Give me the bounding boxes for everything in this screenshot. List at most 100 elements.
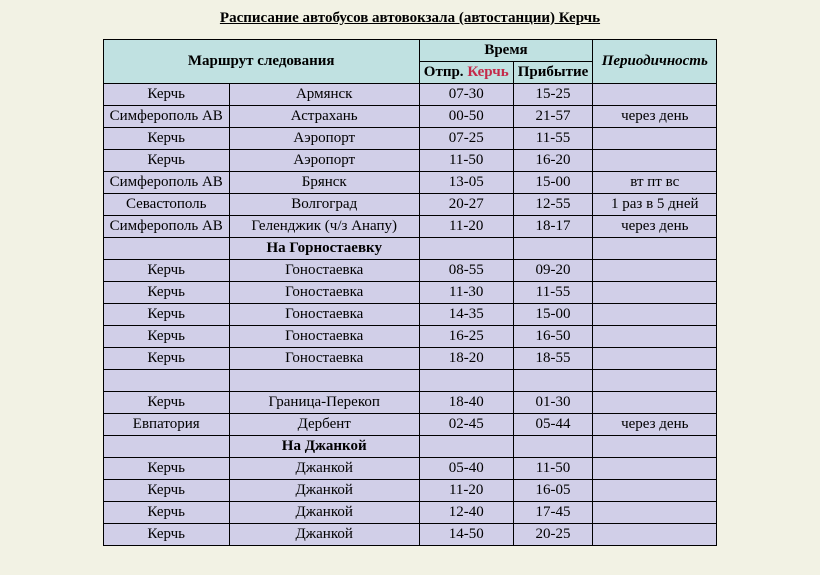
table-row: КерчьАрмянск07-3015-25 bbox=[103, 84, 717, 106]
table-row: КерчьГоностаевка18-2018-55 bbox=[103, 348, 717, 370]
cell-from: Керчь bbox=[103, 524, 229, 546]
cell-from: Симферополь АВ bbox=[103, 106, 229, 128]
cell-from: Евпатория bbox=[103, 414, 229, 436]
cell-to: Гоностаевка bbox=[229, 260, 419, 282]
cell-dep: 14-35 bbox=[419, 304, 513, 326]
cell-to: Джанкой bbox=[229, 524, 419, 546]
table-row: КерчьГоностаевка11-3011-55 bbox=[103, 282, 717, 304]
cell-from: Керчь bbox=[103, 150, 229, 172]
table-row: ЕвпаторияДербент02-4505-44через день bbox=[103, 414, 717, 436]
cell-from: Керчь bbox=[103, 458, 229, 480]
table-row: КерчьДжанкой12-4017-45 bbox=[103, 502, 717, 524]
cell-arr: 11-55 bbox=[513, 128, 593, 150]
cell-to: Гоностаевка bbox=[229, 282, 419, 304]
cell-per bbox=[593, 128, 717, 150]
cell-to: Аэропорт bbox=[229, 150, 419, 172]
cell-dep: 18-20 bbox=[419, 348, 513, 370]
cell-from: Керчь bbox=[103, 480, 229, 502]
table-header: Маршрут следования Время Периодичность О… bbox=[103, 40, 717, 84]
cell-dep: 13-05 bbox=[419, 172, 513, 194]
cell-per bbox=[593, 282, 717, 304]
cell-to: Дербент bbox=[229, 414, 419, 436]
cell-arr: 20-25 bbox=[513, 524, 593, 546]
cell-arr: 21-57 bbox=[513, 106, 593, 128]
schedule-table: Маршрут следования Время Периодичность О… bbox=[103, 39, 718, 546]
cell-from bbox=[103, 238, 229, 260]
table-row: КерчьДжанкой11-2016-05 bbox=[103, 480, 717, 502]
cell-dep: 02-45 bbox=[419, 414, 513, 436]
table-row: Симферополь АВБрянск13-0515-00вт пт вс bbox=[103, 172, 717, 194]
cell-from: Керчь bbox=[103, 84, 229, 106]
cell-per: 1 раз в 5 дней bbox=[593, 194, 717, 216]
table-row: КерчьГоностаевка14-3515-00 bbox=[103, 304, 717, 326]
cell-per bbox=[593, 524, 717, 546]
cell-dep bbox=[419, 238, 513, 260]
cell-from: Симферополь АВ bbox=[103, 216, 229, 238]
cell-arr: 15-25 bbox=[513, 84, 593, 106]
cell-arr bbox=[513, 436, 593, 458]
header-time: Время bbox=[419, 40, 593, 62]
cell-to: На Горностаевку bbox=[229, 238, 419, 260]
cell-per bbox=[593, 150, 717, 172]
cell-arr bbox=[513, 238, 593, 260]
cell-arr: 16-50 bbox=[513, 326, 593, 348]
cell-per bbox=[593, 392, 717, 414]
cell-dep: 16-25 bbox=[419, 326, 513, 348]
cell-arr: 01-30 bbox=[513, 392, 593, 414]
cell-to: Армянск bbox=[229, 84, 419, 106]
cell-per bbox=[593, 84, 717, 106]
cell-from bbox=[103, 436, 229, 458]
cell-per bbox=[593, 348, 717, 370]
cell-to: Аэропорт bbox=[229, 128, 419, 150]
table-row: Симферополь АВАстрахань00-5021-57через д… bbox=[103, 106, 717, 128]
cell-to bbox=[229, 370, 419, 392]
table-row: КерчьАэропорт11-5016-20 bbox=[103, 150, 717, 172]
cell-from: Керчь bbox=[103, 282, 229, 304]
header-periodic: Периодичность bbox=[593, 40, 717, 84]
cell-per: через день bbox=[593, 106, 717, 128]
cell-arr bbox=[513, 370, 593, 392]
cell-from: Керчь bbox=[103, 128, 229, 150]
cell-from: Керчь bbox=[103, 304, 229, 326]
cell-to: Брянск bbox=[229, 172, 419, 194]
cell-dep: 12-40 bbox=[419, 502, 513, 524]
cell-arr: 16-05 bbox=[513, 480, 593, 502]
cell-per: через день bbox=[593, 216, 717, 238]
cell-dep: 11-20 bbox=[419, 480, 513, 502]
cell-dep: 11-50 bbox=[419, 150, 513, 172]
cell-per bbox=[593, 502, 717, 524]
cell-from: Керчь bbox=[103, 502, 229, 524]
table-row: СевастопольВолгоград20-2712-551 раз в 5 … bbox=[103, 194, 717, 216]
cell-to: Джанкой bbox=[229, 502, 419, 524]
cell-per: вт пт вс bbox=[593, 172, 717, 194]
cell-per: через день bbox=[593, 414, 717, 436]
cell-to: Гоностаевка bbox=[229, 304, 419, 326]
table-row: На Джанкой bbox=[103, 436, 717, 458]
cell-to: Астрахань bbox=[229, 106, 419, 128]
header-arrival: Прибытие bbox=[513, 62, 593, 84]
cell-dep: 07-30 bbox=[419, 84, 513, 106]
table-row: КерчьГраница-Перекоп18-4001-30 bbox=[103, 392, 717, 414]
cell-per bbox=[593, 458, 717, 480]
cell-to: Граница-Перекоп bbox=[229, 392, 419, 414]
cell-dep: 00-50 bbox=[419, 106, 513, 128]
table-row: КерчьГоностаевка08-5509-20 bbox=[103, 260, 717, 282]
cell-dep bbox=[419, 370, 513, 392]
cell-arr: 17-45 bbox=[513, 502, 593, 524]
table-row: КерчьДжанкой14-5020-25 bbox=[103, 524, 717, 546]
table-row: КерчьАэропорт07-2511-55 bbox=[103, 128, 717, 150]
cell-per bbox=[593, 238, 717, 260]
cell-per bbox=[593, 480, 717, 502]
page-title: Расписание автобусов автовокзала (автост… bbox=[0, 10, 820, 27]
cell-dep: 11-30 bbox=[419, 282, 513, 304]
cell-arr: 15-00 bbox=[513, 172, 593, 194]
cell-dep: 07-25 bbox=[419, 128, 513, 150]
table-row: КерчьГоностаевка16-2516-50 bbox=[103, 326, 717, 348]
cell-from: Керчь bbox=[103, 326, 229, 348]
dep-city: Керчь bbox=[467, 64, 508, 80]
cell-dep: 14-50 bbox=[419, 524, 513, 546]
cell-from: Севастополь bbox=[103, 194, 229, 216]
cell-from: Керчь bbox=[103, 392, 229, 414]
table-row: На Горностаевку bbox=[103, 238, 717, 260]
cell-per bbox=[593, 370, 717, 392]
